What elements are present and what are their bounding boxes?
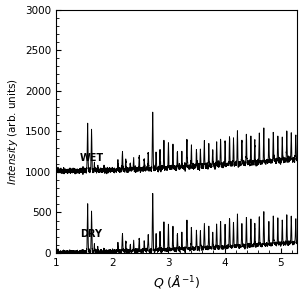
X-axis label: $Q$ ($\AA^{-1}$): $Q$ ($\AA^{-1}$) (153, 274, 201, 290)
Text: WET: WET (80, 153, 104, 163)
Text: DRY: DRY (80, 229, 102, 239)
Y-axis label: $\it{Intensity}$ (arb. units): $\it{Intensity}$ (arb. units) (5, 78, 20, 185)
